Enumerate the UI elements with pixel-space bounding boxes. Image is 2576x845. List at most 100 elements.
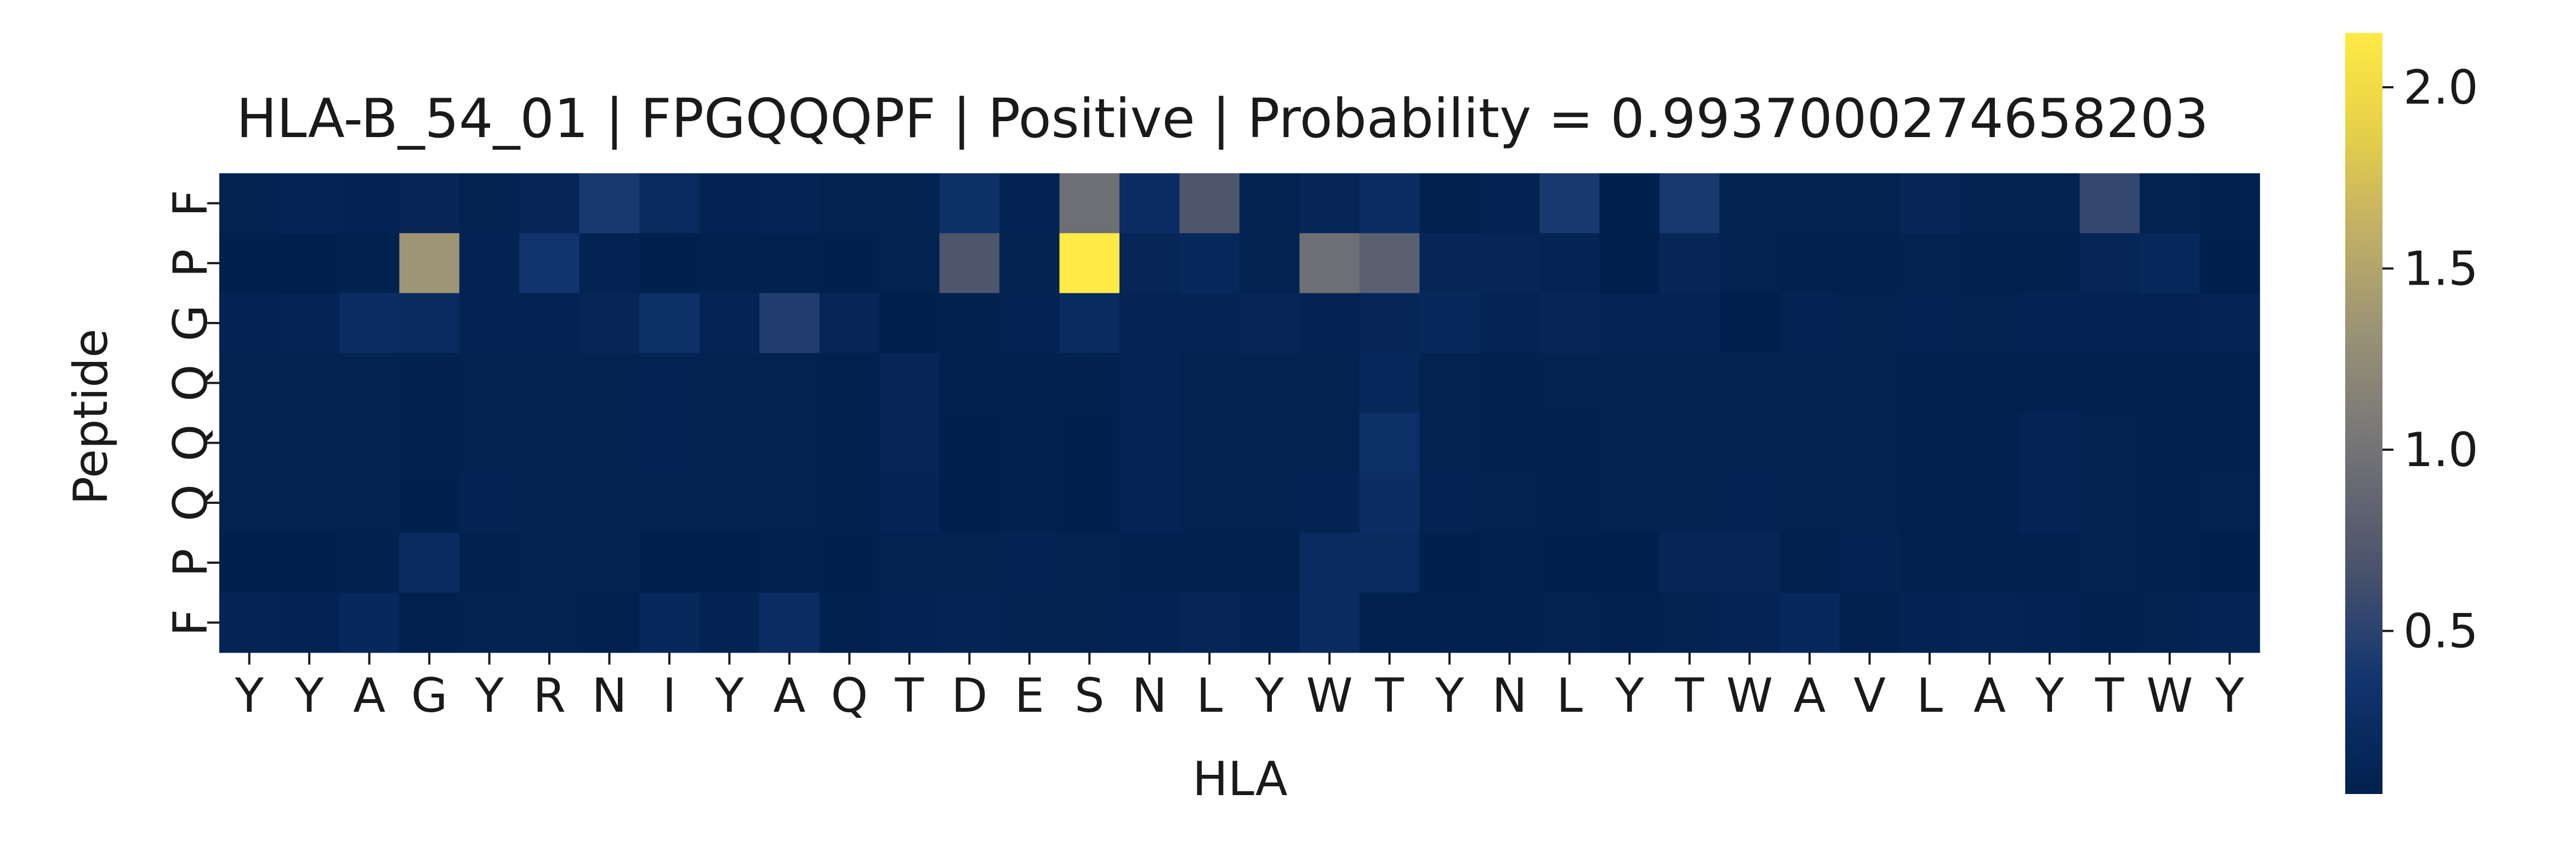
heatmap-cell — [699, 532, 760, 593]
heatmap-cell — [1839, 413, 1900, 473]
heatmap-cell — [1299, 532, 1360, 593]
heatmap-cell — [1359, 353, 1420, 413]
heatmap-cell — [639, 293, 700, 354]
x-tick-label: W — [1726, 668, 1773, 723]
heatmap-cell — [519, 532, 580, 593]
heatmap-cell — [999, 413, 1060, 473]
heatmap-cell — [519, 293, 580, 354]
y-tick-label: G — [163, 305, 218, 342]
heatmap-cell — [519, 413, 580, 473]
heatmap-cell — [1239, 293, 1300, 354]
heatmap-cell — [1659, 293, 1720, 354]
heatmap-cell — [939, 532, 1000, 593]
x-tick-label: Y — [1254, 668, 1284, 723]
heatmap-cell — [1239, 233, 1300, 294]
x-tick-label: Y — [1614, 668, 1644, 723]
y-tick-label: P — [163, 249, 218, 277]
heatmap-cell — [1900, 532, 1960, 593]
heatmap-cell — [939, 592, 1000, 653]
heatmap-cell — [339, 293, 400, 354]
heatmap-cell — [2199, 532, 2260, 593]
heatmap-cell — [219, 592, 280, 653]
heatmap-cell — [1959, 473, 2020, 534]
heatmap-cell — [1719, 532, 1780, 593]
heatmap-cell — [2140, 353, 2200, 413]
y-tick-label: F — [163, 190, 218, 217]
heatmap-cell — [219, 353, 280, 413]
heatmap-cell — [1119, 353, 1180, 413]
heatmap-cell — [579, 532, 640, 593]
heatmap-cell — [1539, 293, 1600, 354]
heatmap-cell — [1900, 293, 1960, 354]
heatmap-cell — [1179, 532, 1240, 593]
heatmap-cell — [579, 233, 640, 294]
heatmap-cell — [279, 293, 340, 354]
heatmap-cell — [939, 293, 1000, 354]
heatmap-cell — [1479, 532, 1540, 593]
heatmap-cell — [1359, 293, 1420, 354]
heatmap-cell — [399, 473, 460, 534]
heatmap-cell — [1900, 173, 1960, 234]
heatmap-cell — [1359, 532, 1420, 593]
heatmap-cell — [1479, 173, 1540, 234]
heatmap-cell — [399, 173, 460, 234]
heatmap-cell — [819, 293, 880, 354]
heatmap-cell — [819, 532, 880, 593]
heatmap-cell — [879, 173, 940, 234]
colorbar: 0.5 1.0 1.5 2.0 — [2345, 33, 2478, 794]
heatmap-cell — [1779, 473, 1840, 534]
heatmap-cell — [1659, 592, 1720, 653]
heatmap-cell — [1599, 353, 1660, 413]
x-tick-label: T — [2095, 668, 2124, 723]
heatmap-cell — [1959, 413, 2020, 473]
heatmap-cell — [699, 353, 760, 413]
heatmap-cell — [819, 173, 880, 234]
heatmap-cell — [2020, 473, 2080, 534]
y-tick-label: Q — [163, 365, 218, 402]
x-tick-label: S — [1074, 668, 1105, 723]
heatmap-cell — [279, 173, 340, 234]
heatmap-cell — [1779, 353, 1840, 413]
heatmap-cell — [939, 413, 1000, 473]
heatmap-cell — [279, 473, 340, 534]
heatmap-cell — [399, 532, 460, 593]
heatmap-cell — [459, 532, 520, 593]
heatmap-cell — [639, 473, 700, 534]
heatmap-cell — [1299, 233, 1360, 294]
heatmap-cell — [639, 592, 700, 653]
heatmap-cell — [2020, 173, 2080, 234]
heatmap-cell — [339, 532, 400, 593]
heatmap-cell — [2079, 293, 2140, 354]
heatmap-cell — [2199, 173, 2260, 234]
heatmap-cell — [759, 592, 820, 653]
heatmap-cell — [219, 293, 280, 354]
heatmap-cell — [579, 592, 640, 653]
heatmap-cell — [879, 592, 940, 653]
heatmap-cell — [1719, 233, 1780, 294]
heatmap-cell — [1599, 173, 1660, 234]
y-tick-label: P — [163, 548, 218, 577]
heatmap-cell — [279, 233, 340, 294]
heatmap-cell — [819, 353, 880, 413]
heatmap-cell — [1659, 233, 1720, 294]
x-tick-label: T — [895, 668, 924, 723]
heatmap-cell — [1479, 473, 1540, 534]
heatmap-cell — [759, 532, 820, 593]
heatmap-cell — [639, 413, 700, 473]
heatmap-cell — [459, 473, 520, 534]
heatmap-cell — [1479, 293, 1540, 354]
heatmap-cell — [1419, 293, 1480, 354]
heatmap-cell — [999, 233, 1060, 294]
chart-title: HLA-B_54_01 | FPGQQQPF | Positive | Prob… — [236, 88, 2209, 150]
heatmap-cell — [1359, 413, 1420, 473]
heatmap-cell — [1719, 293, 1780, 354]
heatmap-cell — [1839, 233, 1900, 294]
heatmap-cell — [1539, 473, 1600, 534]
heatmap-cell — [579, 173, 640, 234]
heatmap-cell — [1959, 173, 2020, 234]
heatmap-cell — [459, 413, 520, 473]
heatmap-cell — [759, 473, 820, 534]
heatmap-cell — [1359, 173, 1420, 234]
heatmap-cell — [1059, 592, 1120, 653]
heatmap-cell — [1539, 413, 1600, 473]
